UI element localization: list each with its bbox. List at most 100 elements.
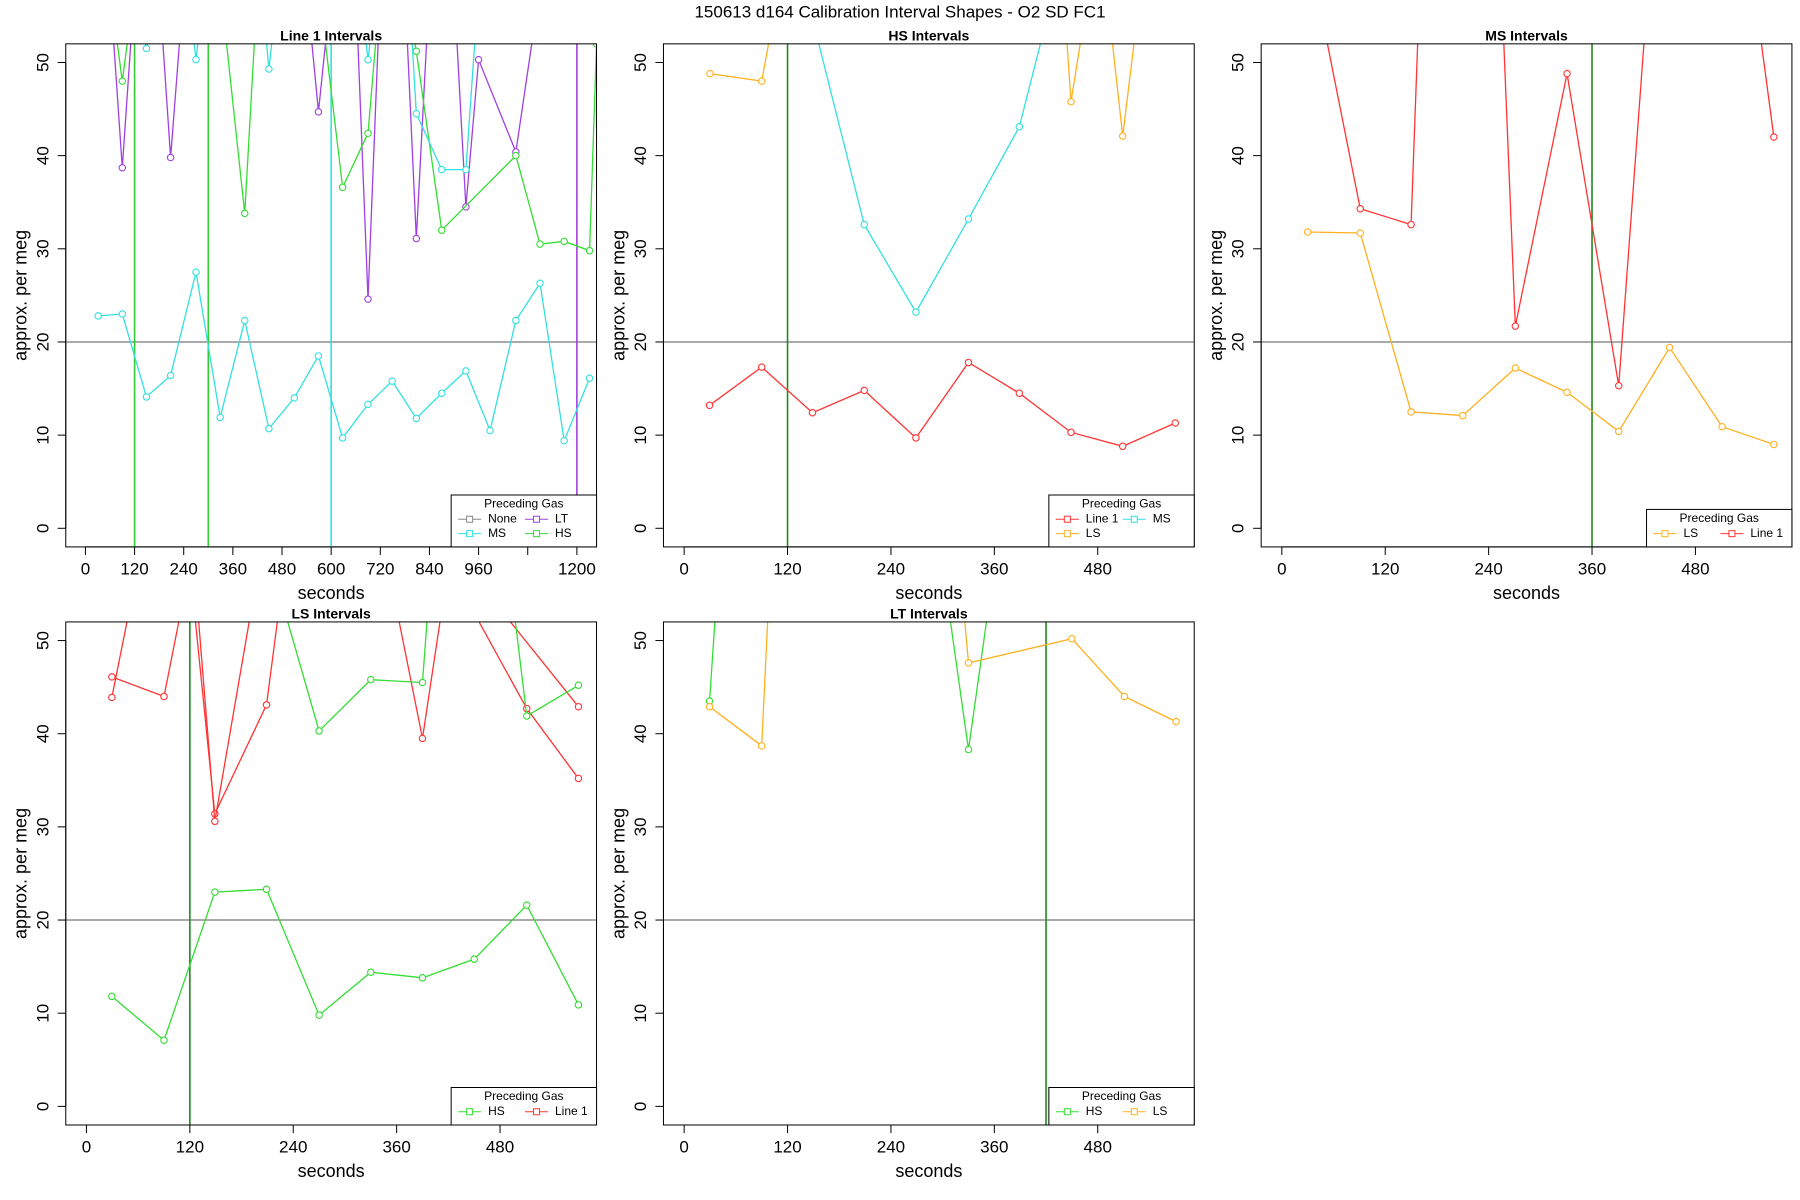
y-tick-label: 50 [33, 631, 52, 650]
data-point [314, 352, 323, 360]
data-point [418, 974, 427, 982]
data-point [560, 237, 568, 246]
data-point [412, 234, 421, 243]
x-axis-label: seconds [1493, 583, 1560, 603]
data-point [262, 701, 271, 709]
plot-area [65, 43, 597, 547]
y-tick-label: 30 [1229, 239, 1248, 258]
plot-frame [1260, 43, 1793, 548]
y-tick-label: 10 [631, 1004, 650, 1023]
data-point [142, 393, 151, 401]
data-point [418, 678, 427, 687]
data-point [964, 358, 973, 367]
legend-marker [533, 515, 541, 523]
panel-title: MS Intervals [1485, 28, 1568, 44]
y-axis-label: approx. per meg [11, 808, 31, 939]
data-point [1511, 322, 1520, 330]
data-point [118, 77, 127, 85]
data-point [560, 436, 568, 445]
data-point [705, 702, 714, 711]
data-point [585, 246, 594, 255]
legend-title: Preceding Gas [484, 1089, 563, 1103]
series-line [708, 621, 988, 750]
y-tick-label: 30 [33, 239, 52, 258]
legend-label: None [488, 511, 517, 525]
data-point [216, 413, 224, 422]
data-point [1068, 634, 1076, 643]
y-tick-label: 0 [33, 524, 52, 533]
x-axis-label: seconds [298, 1161, 365, 1181]
data-point [437, 226, 446, 234]
y-tick-label: 50 [1229, 53, 1248, 72]
data-point [1067, 428, 1075, 437]
series-line [709, 361, 1176, 447]
y-axis-label: approx. per meg [608, 808, 628, 939]
data-point [1563, 69, 1571, 78]
legend-box [1048, 494, 1195, 548]
x-tick-label: 840 [415, 559, 443, 578]
legend-marker [1063, 530, 1071, 538]
data-point [211, 817, 219, 826]
data-point [536, 279, 544, 288]
data-point [418, 734, 427, 743]
data-point [512, 316, 520, 325]
data-point [585, 374, 594, 383]
x-tick-label: 120 [176, 1138, 204, 1157]
data-point [512, 151, 520, 160]
plot-area [65, 621, 597, 1125]
data-point [265, 65, 273, 73]
data-point [1770, 440, 1778, 449]
data-point [470, 955, 478, 963]
y-tick-label: 40 [33, 724, 52, 743]
series-line [818, 43, 1042, 314]
legend-label: HS [488, 1104, 505, 1118]
plot-frame [65, 43, 598, 548]
panel-title: LS Intervals [291, 606, 371, 622]
x-axis-label: seconds [895, 583, 962, 603]
data-point [1171, 419, 1180, 427]
x-tick-label: 120 [773, 559, 801, 578]
data-point [462, 203, 470, 211]
data-point [1614, 427, 1623, 436]
x-tick-label: 120 [120, 559, 148, 578]
x-tick-label: 480 [268, 559, 296, 578]
panel-title: Line 1 Intervals [280, 28, 382, 44]
series-line [1307, 231, 1775, 446]
panel-title: LT Intervals [890, 606, 968, 622]
data-point [192, 268, 200, 276]
legend-marker [466, 530, 474, 538]
data-point [860, 220, 868, 229]
data-point [715, 563, 721, 569]
panel-title: HS Intervals [888, 28, 969, 44]
legend-label: LT [555, 511, 569, 525]
data-point [142, 44, 151, 53]
data-point [1459, 411, 1467, 420]
series-line [111, 621, 579, 817]
data-point [314, 108, 323, 116]
data-point [160, 692, 168, 701]
data-point [1407, 408, 1415, 416]
data-point [1015, 123, 1024, 131]
data-point [757, 77, 766, 85]
data-point [265, 424, 273, 433]
y-tick-label: 10 [1229, 426, 1248, 445]
x-tick-label: 240 [1474, 559, 1502, 578]
series-line [1326, 43, 1775, 386]
data-point [1770, 133, 1778, 141]
data-point [240, 209, 249, 218]
panel: LT Intervals seconds approx. per meg 0 120 24… [608, 563, 1195, 1181]
data-point [1407, 220, 1415, 229]
plot-area [663, 43, 1195, 547]
data-point [1614, 382, 1623, 390]
data-point [1511, 364, 1520, 372]
data-point [118, 164, 127, 172]
data-point [367, 675, 375, 684]
data-point [860, 386, 868, 395]
legend-marker [466, 1108, 474, 1116]
data-point [437, 389, 446, 397]
data-point [964, 215, 973, 223]
x-tick-label: 240 [279, 1138, 307, 1157]
data-point [290, 394, 299, 402]
panel: LS Intervals seconds approx. per meg 0 120 24… [11, 606, 598, 1181]
data-point [462, 165, 470, 174]
